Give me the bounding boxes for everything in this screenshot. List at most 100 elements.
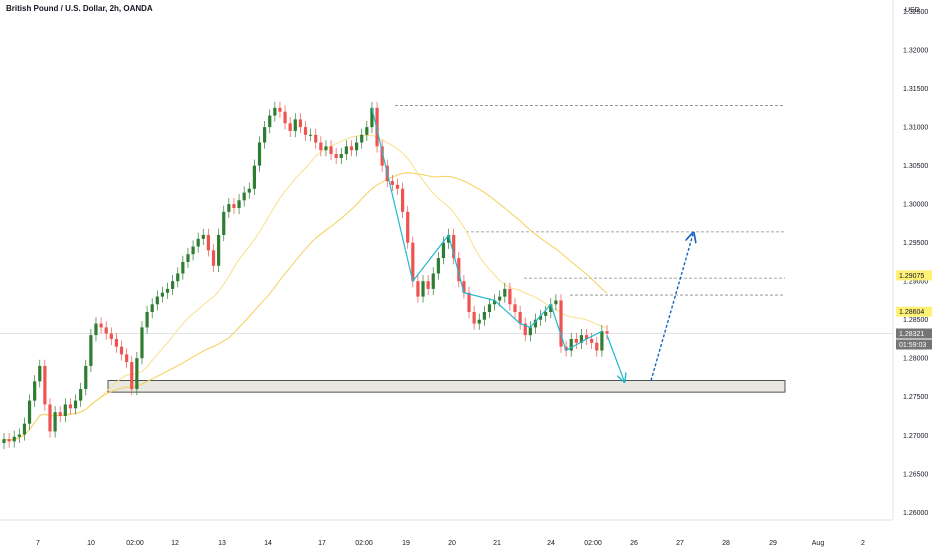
- price-tick-label: 1.31000: [903, 125, 928, 132]
- candle-body: [544, 312, 548, 316]
- candle-body: [395, 184, 400, 189]
- candle-body: [89, 335, 93, 366]
- candle-body: [314, 134, 318, 143]
- candle-body: [579, 335, 584, 343]
- candle-body: [150, 304, 154, 312]
- price-tick-label: 1.28500: [903, 317, 928, 324]
- candle-body: [400, 188, 405, 212]
- candle-body: [467, 292, 471, 312]
- support-zone: [107, 380, 786, 393]
- candle-body: [600, 331, 604, 351]
- candle-body: [584, 335, 589, 339]
- forecast-arrows: [606, 234, 693, 380]
- candle-body: [22, 423, 27, 435]
- candle-body: [237, 200, 241, 208]
- zigzag-line: [371, 107, 603, 352]
- price-tag-label: 1.28321: [899, 331, 924, 338]
- candle-body: [462, 281, 466, 293]
- candle-body: [513, 304, 517, 312]
- time-tick-label: 10: [87, 540, 95, 547]
- time-tick-label: 14: [264, 540, 272, 547]
- time-axis[interactable]: 7 10 02:00 12 13 14 17 02:00 19 20 21 24 02:00 26 27 28…: [36, 540, 865, 547]
- candle-body: [595, 342, 599, 351]
- candle-body: [217, 234, 221, 266]
- symbol-title: British Pound / U.S. Dollar, 2h, OANDA: [6, 4, 153, 13]
- candle-body: [441, 242, 446, 259]
- candle-body: [181, 261, 185, 274]
- candle-body: [411, 242, 415, 282]
- candle-body: [273, 107, 277, 116]
- candle-body: [130, 362, 134, 390]
- candles: [2, 101, 609, 450]
- candle-body: [94, 323, 98, 336]
- candle-body: [482, 312, 486, 320]
- candle-body: [421, 281, 425, 297]
- candle-body: [533, 319, 538, 328]
- candle-body: [165, 288, 170, 293]
- time-tick-label: 24: [547, 540, 555, 547]
- candle-body: [104, 327, 108, 334]
- candle-body: [171, 281, 175, 289]
- time-tick-label: 19: [402, 540, 410, 547]
- candle-body: [119, 346, 124, 355]
- candle-body: [43, 365, 47, 405]
- candle-body: [176, 273, 180, 282]
- candle-body: [38, 365, 42, 382]
- candle-body: [114, 338, 119, 347]
- candle-body: [416, 281, 420, 297]
- candle-body: [227, 204, 231, 212]
- candle-body: [63, 404, 67, 416]
- time-tick-label: 2: [861, 540, 865, 547]
- candle-body: [349, 146, 354, 151]
- time-tick-label: 12: [171, 540, 179, 547]
- price-tick-label: 1.29000: [903, 279, 928, 286]
- price-tag-label: 1.28604: [899, 309, 924, 316]
- candle-body: [518, 312, 522, 324]
- time-tick-label: 28: [722, 540, 730, 547]
- candle-body: [155, 296, 159, 305]
- grid: [0, 0, 894, 521]
- candle-body: [436, 258, 440, 274]
- candle-body: [268, 115, 272, 128]
- candle-body: [125, 354, 129, 363]
- candle-body: [68, 404, 73, 409]
- candle-body: [554, 300, 558, 305]
- candle-body: [252, 165, 256, 189]
- moving-average-slow: [3, 172, 608, 441]
- time-tick-label: 02:00: [584, 540, 602, 547]
- candle-body: [186, 254, 190, 262]
- candle-body: [569, 338, 573, 351]
- support-zone-layer: [107, 380, 786, 393]
- candle-body: [538, 315, 543, 320]
- forecast-down-arrow: [606, 334, 624, 380]
- candle-body: [283, 111, 287, 124]
- candle-body: [528, 327, 532, 336]
- candle-body: [487, 304, 492, 312]
- candle-body: [160, 292, 165, 297]
- candle-body: [334, 154, 338, 158]
- candle-body: [605, 331, 609, 334]
- price-tick-label: 1.28000: [903, 356, 928, 363]
- candle-body: [319, 142, 323, 151]
- candle-body: [263, 127, 267, 143]
- candle-body: [17, 434, 21, 437]
- candle-body: [7, 439, 11, 442]
- candle-body: [145, 312, 149, 328]
- time-tick-label: 27: [676, 540, 684, 547]
- price-tag-bg: [896, 270, 932, 281]
- candle-body: [201, 234, 205, 239]
- candle-body: [288, 123, 292, 131]
- price-tick-label: 1.32000: [903, 48, 928, 55]
- candle-body: [242, 192, 246, 201]
- candle-body: [380, 146, 384, 166]
- candle-body: [360, 134, 364, 143]
- price-tag-label: 01:59:03: [899, 342, 926, 349]
- candle-body: [564, 346, 568, 351]
- candle-body: [211, 250, 216, 266]
- candle-body: [232, 204, 236, 208]
- candle-body: [99, 323, 103, 328]
- candle-body: [452, 234, 456, 259]
